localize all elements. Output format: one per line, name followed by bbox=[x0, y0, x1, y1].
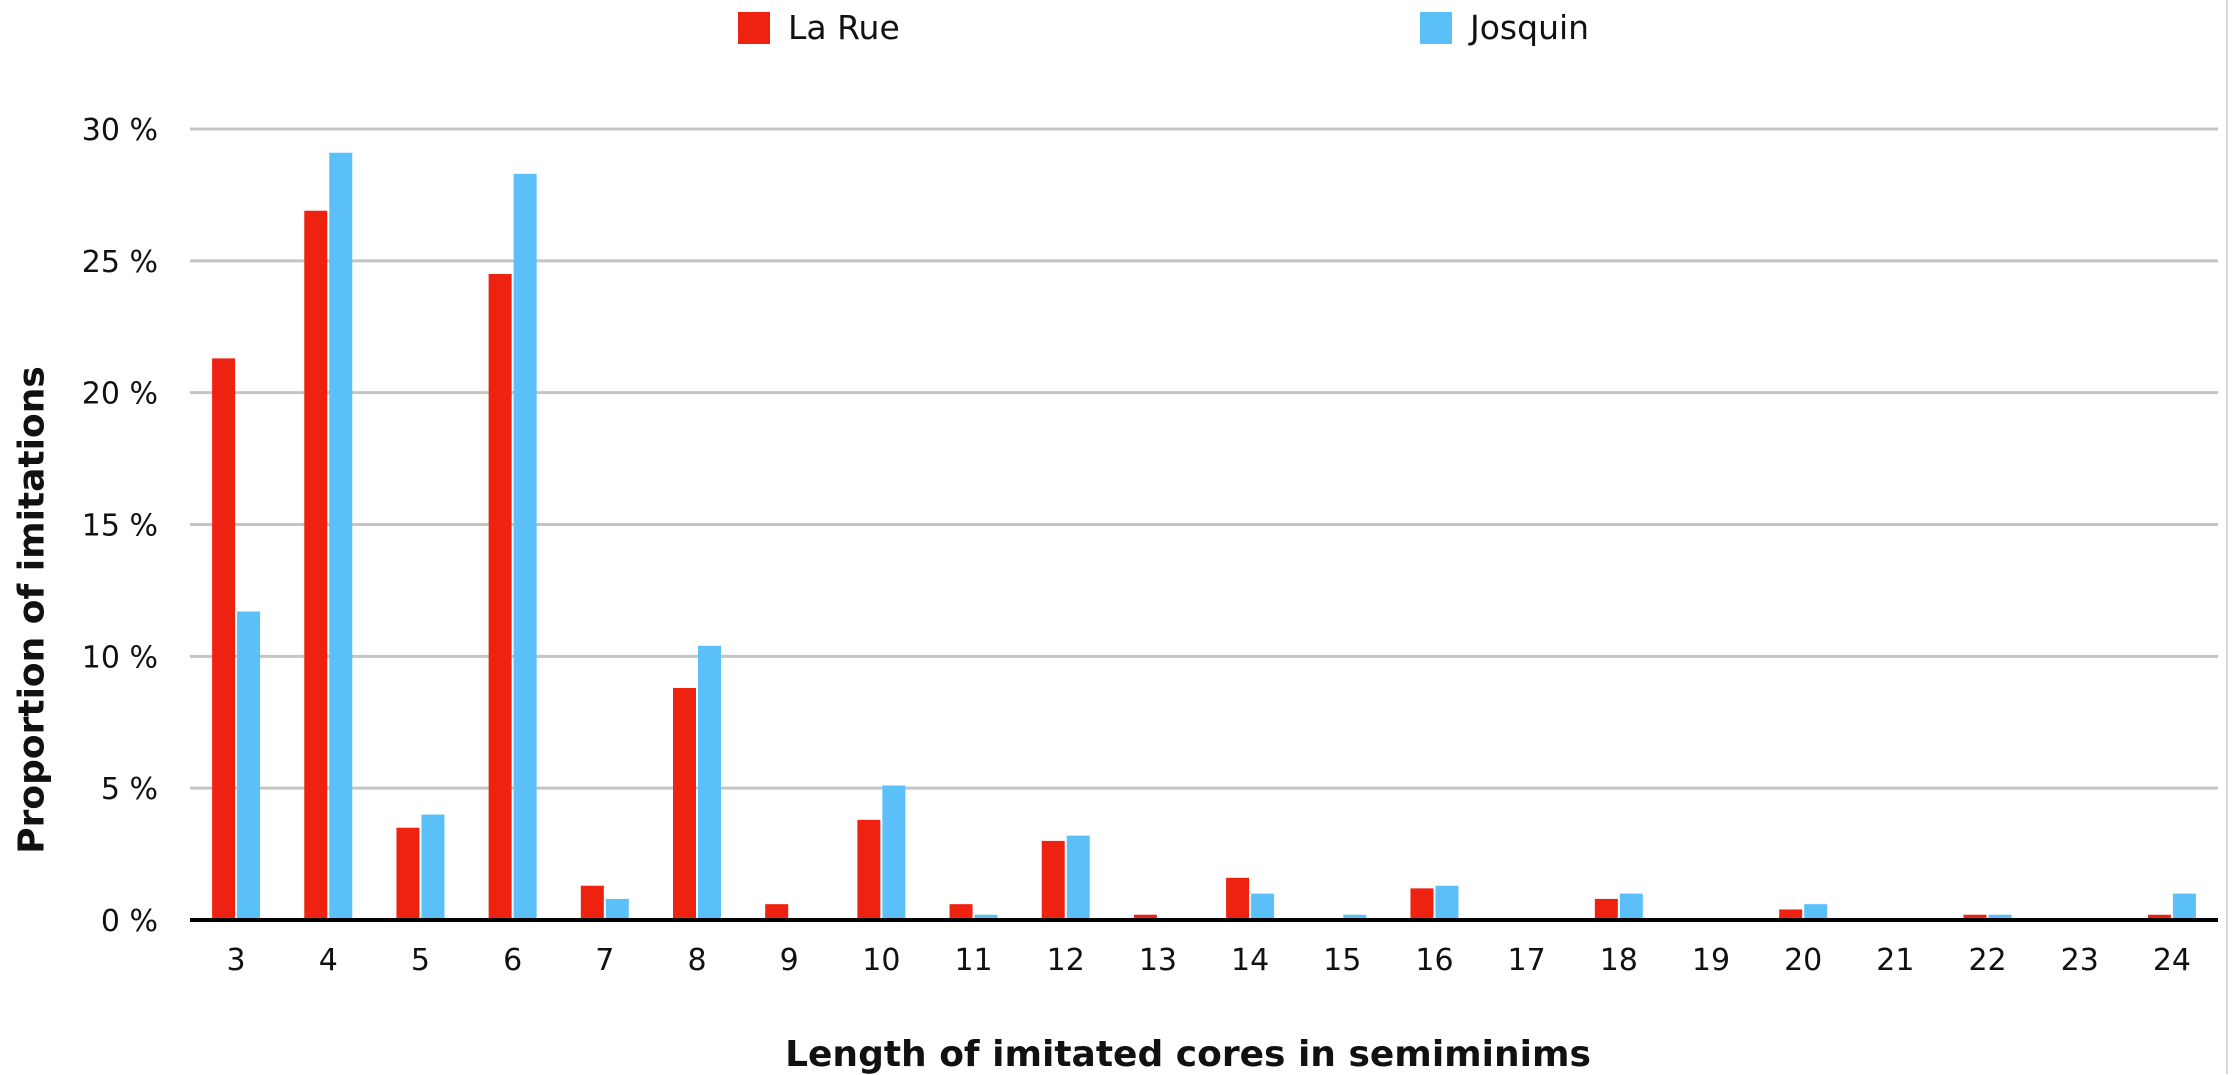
bar-josquin bbox=[882, 785, 906, 920]
x-tick-label: 9 bbox=[780, 943, 799, 978]
x-tick-label: 22 bbox=[1968, 943, 2006, 978]
x-tick-label: 17 bbox=[1508, 943, 1546, 978]
bar-la-rue bbox=[1963, 914, 1987, 920]
bar-la-rue bbox=[949, 904, 973, 920]
y-tick-label: 25 % bbox=[82, 245, 158, 280]
x-tick-label: 7 bbox=[595, 943, 614, 978]
bar-josquin bbox=[421, 814, 445, 920]
bar-la-rue bbox=[1594, 898, 1618, 920]
x-tick-label: 15 bbox=[1323, 943, 1361, 978]
x-tick-label: 13 bbox=[1139, 943, 1177, 978]
x-tick-label: 16 bbox=[1415, 943, 1453, 978]
x-tick-label: 18 bbox=[1600, 943, 1638, 978]
bar-la-rue bbox=[1410, 888, 1434, 920]
x-tick-label: 8 bbox=[687, 943, 706, 978]
x-tick-label: 3 bbox=[227, 943, 246, 978]
bar-la-rue bbox=[1226, 877, 1250, 920]
x-tick-label: 10 bbox=[862, 943, 900, 978]
y-tick-label: 15 % bbox=[82, 509, 158, 544]
x-axis-label: Length of imitated cores in semiminims bbox=[785, 1034, 1591, 1075]
x-tick-label: 19 bbox=[1692, 943, 1730, 978]
bar-la-rue bbox=[857, 819, 881, 920]
x-tick-label: 24 bbox=[2153, 943, 2191, 978]
bar-josquin bbox=[1435, 885, 1459, 920]
bar-la-rue bbox=[765, 904, 789, 920]
bar-la-rue bbox=[580, 885, 604, 920]
bar-josquin bbox=[513, 173, 537, 920]
bar-la-rue bbox=[1779, 909, 1803, 920]
x-tick-label: 20 bbox=[1784, 943, 1822, 978]
bar-josquin bbox=[974, 914, 998, 920]
bar-la-rue bbox=[304, 210, 328, 920]
bar-josquin bbox=[1804, 904, 1828, 920]
x-tick-label: 23 bbox=[2061, 943, 2099, 978]
x-tick-label: 5 bbox=[411, 943, 430, 978]
x-tick-label: 21 bbox=[1876, 943, 1914, 978]
x-tick-label: 12 bbox=[1047, 943, 1085, 978]
x-tick-label: 11 bbox=[954, 943, 992, 978]
bar-josquin bbox=[2172, 893, 2196, 920]
legend-label-josquin: Josquin bbox=[1470, 8, 1590, 47]
bar-la-rue bbox=[2147, 914, 2171, 920]
y-tick-label: 0 % bbox=[101, 904, 158, 939]
bar-josquin bbox=[1343, 914, 1367, 920]
x-tick-label: 6 bbox=[503, 943, 522, 978]
x-tick-label: 4 bbox=[319, 943, 338, 978]
bar-josquin bbox=[1251, 893, 1275, 920]
bar-josquin bbox=[605, 898, 629, 920]
bar-josquin bbox=[329, 152, 353, 921]
bar-la-rue bbox=[1133, 914, 1157, 920]
bar-la-rue bbox=[1041, 840, 1065, 920]
bar-josquin bbox=[1066, 835, 1090, 920]
y-tick-label: 30 % bbox=[82, 113, 158, 148]
y-tick-label: 5 % bbox=[101, 772, 158, 807]
bar-la-rue bbox=[488, 274, 512, 920]
y-tick-label: 20 % bbox=[82, 377, 158, 412]
legend-label-la-rue: La Rue bbox=[788, 8, 900, 47]
y-tick-label: 10 % bbox=[82, 640, 158, 675]
bar-josquin bbox=[1619, 893, 1643, 920]
bar-la-rue bbox=[212, 358, 236, 920]
legend-item-la-rue: La Rue bbox=[738, 8, 900, 47]
x-tick-label: 14 bbox=[1231, 943, 1269, 978]
y-axis-label: Proportion of imitations bbox=[11, 366, 53, 854]
bar-josquin bbox=[698, 645, 721, 920]
bar-la-rue bbox=[673, 687, 696, 920]
bar-la-rue bbox=[396, 827, 420, 920]
josquin-swatch bbox=[1420, 11, 1452, 44]
la-rue-swatch bbox=[738, 11, 770, 44]
bar-josquin bbox=[1988, 914, 2012, 920]
bar-josquin bbox=[237, 611, 261, 920]
legend-item-josquin: Josquin bbox=[1420, 8, 1589, 47]
chart-frame-edge bbox=[2226, 0, 2228, 1074]
